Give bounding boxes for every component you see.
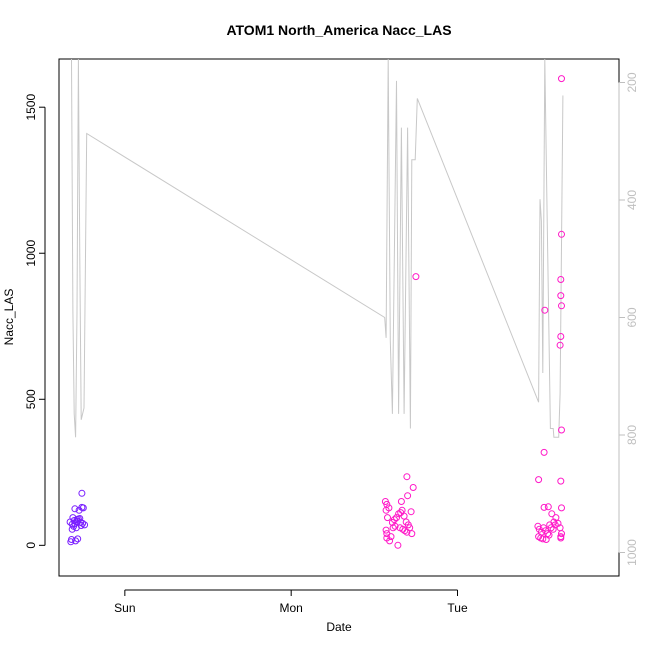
data-point (393, 514, 400, 522)
data-point (550, 518, 558, 526)
data-point (557, 276, 565, 283)
y2-tick-label: 600 (625, 307, 639, 327)
data-point (549, 525, 557, 533)
data-point (540, 503, 548, 511)
data-point (401, 527, 409, 535)
data-point (412, 273, 420, 281)
data-point (557, 477, 565, 485)
data-point (556, 341, 564, 349)
data-point (394, 541, 402, 549)
data-point (544, 503, 552, 511)
data-point (545, 531, 553, 539)
data-point (68, 520, 76, 528)
chart-title: ATOM1 North_America Nacc_LAS (226, 22, 451, 38)
data-point (557, 333, 565, 340)
x-axis-label: Date (326, 620, 352, 634)
data-point (558, 504, 565, 512)
line-series (71, 58, 564, 438)
data-point (539, 535, 547, 543)
data-point (71, 505, 79, 513)
data-point (74, 517, 82, 525)
data-point (390, 516, 398, 524)
y2-tick-label: 1000 (625, 539, 639, 566)
scatter-points (66, 75, 565, 549)
data-point (407, 508, 415, 516)
data-point (558, 426, 565, 434)
y2-tick-label: 200 (625, 72, 639, 92)
data-point (382, 506, 390, 514)
y2-tick-label: 400 (625, 190, 639, 210)
x-tick-label: Sun (114, 601, 135, 615)
data-point (79, 504, 87, 512)
data-point (558, 530, 565, 538)
data-point (78, 489, 86, 497)
x-tick-label: Mon (280, 601, 303, 615)
data-point (558, 75, 565, 83)
data-point (391, 522, 399, 530)
y-tick-label: 0 (24, 542, 38, 549)
data-point (66, 518, 74, 526)
data-point (384, 514, 391, 522)
data-point (540, 448, 548, 456)
data-point (557, 533, 565, 541)
data-point (382, 526, 390, 534)
data-point (386, 537, 394, 545)
data-point (557, 292, 565, 300)
data-point (408, 530, 416, 538)
data-point (403, 473, 411, 481)
data-point (558, 302, 565, 310)
y2-tick-label: 800 (625, 425, 639, 445)
data-point (387, 533, 395, 541)
data-point (400, 512, 408, 520)
data-point (72, 537, 80, 545)
data-point (535, 476, 543, 484)
data-point (403, 528, 411, 536)
data-point (77, 522, 85, 529)
y-tick-label: 1500 (24, 94, 38, 121)
y-axis-label: Nacc_LAS (2, 289, 16, 346)
data-point (409, 484, 417, 491)
data-point (74, 535, 82, 543)
data-point (548, 510, 556, 518)
series-line (71, 58, 564, 438)
data-point (554, 519, 562, 527)
y-tick-label: 1000 (24, 240, 38, 267)
data-point (81, 521, 89, 529)
y-tick-label: 500 (24, 389, 38, 409)
plot-frame (58, 58, 620, 577)
x-tick-label: Tue (447, 601, 468, 615)
data-point (68, 525, 76, 533)
data-point (389, 524, 397, 532)
axes: Sun Mon Tue 0 500 1000 1500 200 400 600 800 1000 (24, 72, 639, 615)
data-point (404, 492, 412, 500)
data-point (558, 230, 565, 238)
data-point (552, 514, 560, 522)
data-point (541, 306, 549, 314)
data-point (397, 498, 405, 505)
